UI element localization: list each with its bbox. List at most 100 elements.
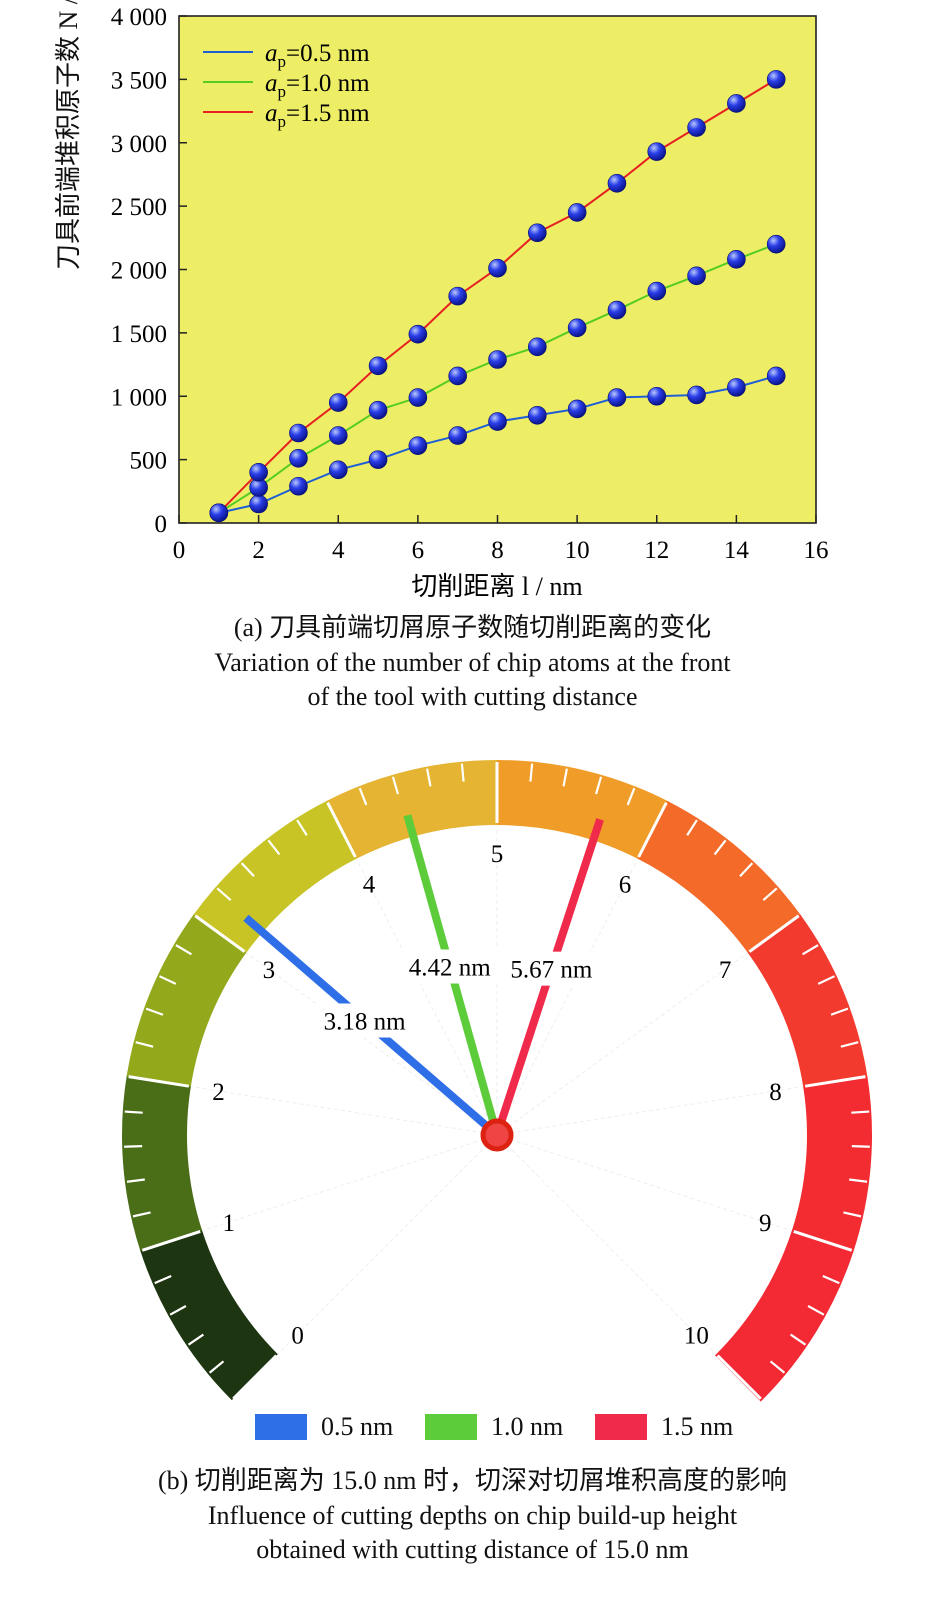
chart-b-gauge: 0 1 2 3 4 5 6 7 8 9 10 3.18 nm 4.42 nm 5.67 nm — [121, 760, 873, 1402]
gauge-spoke — [245, 952, 498, 1136]
data-point — [408, 436, 428, 455]
gauge-minor-tick — [159, 975, 177, 985]
gauge-minor-tick — [849, 1178, 868, 1183]
gauge-minor-tick — [267, 839, 281, 856]
gauge-major-tick — [194, 914, 246, 953]
data-point — [488, 258, 507, 278]
data-point — [727, 250, 746, 269]
legend-sub: p — [278, 112, 287, 131]
data-point — [289, 476, 308, 496]
data-point — [448, 426, 467, 445]
legend-item-1-5: 1.5 nm — [595, 1412, 733, 1442]
gauge-minor-tick — [594, 776, 603, 795]
gauge-minor-tick — [840, 1041, 859, 1048]
legend-swatch — [595, 1414, 647, 1440]
data-point — [209, 503, 229, 523]
data-point — [448, 286, 467, 306]
gauge-spoke — [496, 1086, 804, 1136]
gauge-band — [715, 1230, 854, 1402]
gauge-band — [139, 1229, 278, 1401]
data-point — [607, 388, 627, 407]
data-point — [328, 426, 348, 445]
gauge-minor-tick — [529, 763, 534, 782]
gauge-minor-tick — [391, 776, 400, 795]
data-point — [408, 324, 428, 344]
legend-a: a — [265, 40, 278, 67]
data-point — [528, 405, 547, 425]
y-tick-labels: 0 500 1 000 1 500 2 000 2 500 3 000 3 500 4 000 — [111, 4, 167, 538]
plot-frame — [178, 15, 817, 524]
gauge-spoke — [190, 1086, 498, 1136]
needle-value-label: 4.42 nm — [409, 954, 492, 981]
gauge-band — [193, 799, 358, 953]
gauge-minor-tick — [851, 1110, 870, 1114]
gauge-minor-tick — [124, 1110, 143, 1114]
data-point — [488, 412, 507, 431]
data-point — [408, 388, 428, 407]
caption-a-en-1: Variation of the number of chip atoms at… — [214, 648, 731, 677]
gauge-major-tick — [326, 801, 357, 858]
data-point — [528, 337, 547, 357]
y-tick-label: 2 000 — [111, 258, 167, 285]
y-tick-label: 0 — [155, 511, 168, 538]
gauge-band — [637, 800, 802, 955]
gauge-band — [747, 914, 868, 1089]
gauge-minor-tick — [843, 1211, 862, 1218]
gauge-minor-tick — [713, 839, 727, 856]
gauge-minor-tick — [739, 862, 754, 877]
gauge-minor-tick — [686, 819, 698, 836]
data-point — [607, 300, 627, 320]
gauge-minor-tick — [822, 1274, 840, 1285]
gauge-spoke — [496, 1134, 717, 1355]
gauge-major-tick — [232, 1354, 278, 1400]
x-tick-label: 8 — [491, 537, 504, 564]
gauge-tick-label: 7 — [719, 957, 732, 984]
data-point — [249, 462, 268, 482]
gauge-ticks — [124, 762, 870, 1400]
legend-a: a — [265, 70, 278, 97]
needle-label-bg — [399, 949, 500, 984]
needle-value-label: 5.67 nm — [510, 957, 593, 984]
legend-b: 0.5 nm 1.0 nm 1.5 nm — [0, 1410, 945, 1450]
data-point — [567, 399, 587, 419]
data-point — [567, 318, 587, 338]
data-point — [647, 281, 667, 301]
gauge-minor-tick — [762, 887, 778, 902]
gauge-band — [791, 1076, 873, 1253]
data-point — [607, 174, 627, 193]
y-tick-label: 500 — [130, 448, 168, 475]
data-point — [368, 400, 388, 420]
gauge-minor-tick — [769, 1360, 786, 1374]
gauge-major-tick — [804, 1075, 866, 1088]
data-point — [727, 94, 746, 113]
caption-a-cn: (a) 刀具前端切屑原子数随切削距离的变化 — [233, 613, 712, 642]
legend-label: ap=1.5 nm — [265, 100, 370, 131]
data-point — [368, 450, 388, 469]
gauge-minor-tick — [240, 862, 255, 877]
data-point — [488, 350, 507, 369]
legend-label: ap=1.0 nm — [265, 70, 370, 101]
legend-a: a — [265, 100, 278, 127]
caption-a-en-2: of the tool with cutting distance — [307, 682, 638, 711]
gauge-spoke — [277, 1134, 498, 1355]
gauge-minor-tick — [175, 944, 192, 956]
data-point — [289, 423, 308, 443]
gauge-tick-label: 1 — [223, 1210, 236, 1237]
gauge-tick-label: 6 — [619, 872, 632, 899]
gauge-spoke — [496, 858, 639, 1136]
legend-sub: p — [278, 52, 287, 71]
gauge-minor-tick — [187, 1333, 205, 1346]
gauge-minor-tick — [208, 1360, 225, 1374]
y-tick-label: 3 500 — [111, 67, 167, 94]
y-axis-label: 刀具前端堆积原子数 N / 个 — [54, 0, 83, 270]
data-point — [567, 203, 587, 222]
data-point — [249, 494, 268, 514]
gauge-tick-label: 10 — [684, 1322, 709, 1349]
gauge-major-tick — [141, 1229, 201, 1252]
gauge-minor-tick — [358, 787, 368, 806]
legend-sub: p — [278, 82, 287, 101]
data-point — [687, 118, 706, 137]
gauge-band — [121, 1074, 203, 1251]
gauge-minor-tick — [817, 975, 835, 985]
